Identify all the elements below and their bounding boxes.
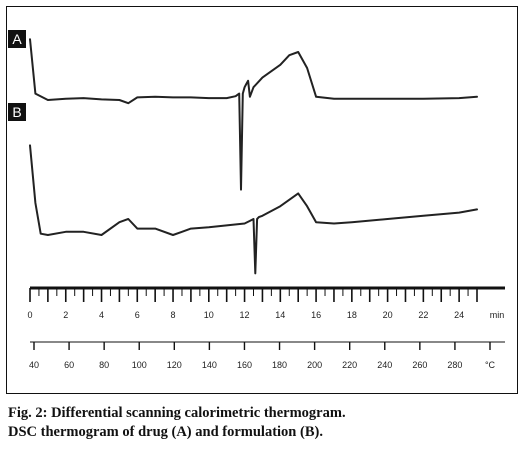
temperature-axis-label: 160 <box>237 360 252 370</box>
temperature-axis-label: 220 <box>342 360 357 370</box>
time-axis-label: 16 <box>311 310 321 320</box>
temperature-axis-label: 60 <box>64 360 74 370</box>
temperature-axis-label: 100 <box>132 360 147 370</box>
time-axis-label: 4 <box>99 310 104 320</box>
time-axis-label: min <box>490 310 505 320</box>
figure-frame <box>6 6 518 394</box>
figure-caption: Fig. 2: Differential scanning calorimetr… <box>8 404 518 442</box>
time-axis-label: 2 <box>63 310 68 320</box>
time-axis-label: 18 <box>347 310 357 320</box>
temperature-axis-label: 120 <box>167 360 182 370</box>
panel-label-b: B <box>8 103 26 121</box>
time-axis-label: 0 <box>27 310 32 320</box>
time-axis-label: 24 <box>454 310 464 320</box>
time-axis-label: 12 <box>240 310 250 320</box>
temperature-axis-label: 40 <box>29 360 39 370</box>
caption-line-2: DSC thermogram of drug (A) and formulati… <box>8 424 323 440</box>
series-b-line <box>29 144 478 275</box>
time-axis-label: 14 <box>275 310 285 320</box>
caption-line-1: Fig. 2: Differential scanning calorimetr… <box>8 405 346 421</box>
time-axis-label: 20 <box>383 310 393 320</box>
time-axis-label: 6 <box>135 310 140 320</box>
time-axis-label: 22 <box>418 310 428 320</box>
temperature-axis-label: 240 <box>377 360 392 370</box>
temperature-axis-label: 200 <box>307 360 322 370</box>
temperature-axis-label: 180 <box>272 360 287 370</box>
temperature-axis-label: 140 <box>202 360 217 370</box>
temperature-axis-label: 280 <box>447 360 462 370</box>
panel-label-a: A <box>8 30 26 48</box>
temperature-axis-label: °C <box>485 360 496 370</box>
temperature-axis-label: 80 <box>99 360 109 370</box>
series-a-line <box>29 38 478 191</box>
time-axis-label: 8 <box>171 310 176 320</box>
time-axis-label: 10 <box>204 310 214 320</box>
temperature-axis-label: 260 <box>412 360 427 370</box>
